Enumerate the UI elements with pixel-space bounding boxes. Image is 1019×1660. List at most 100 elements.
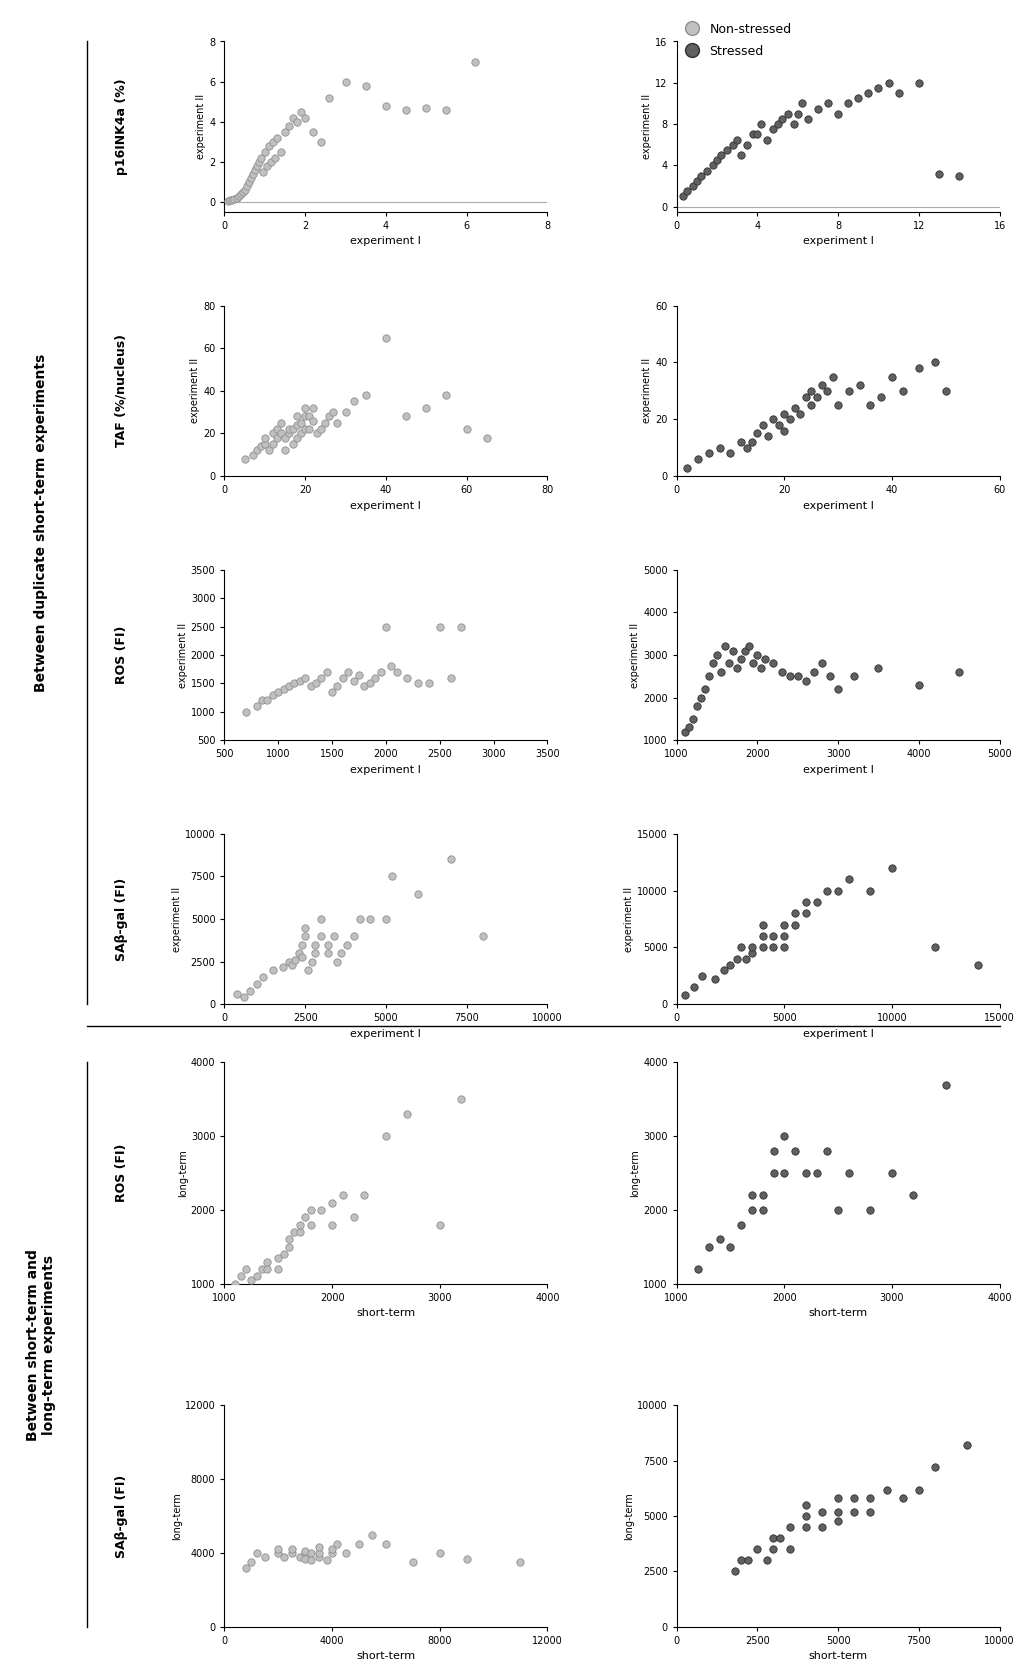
Point [356,672,372,699]
Point [890,80,906,106]
Point [345,1204,362,1230]
Point [362,906,378,933]
X-axis label: short-term: short-term [356,1652,415,1660]
Point [882,364,899,390]
Point [377,324,393,350]
Point [345,388,362,415]
Point [474,923,490,950]
X-axis label: experiment I: experiment I [351,501,421,511]
Point [781,662,797,689]
Point [268,417,284,443]
Point [237,699,254,725]
Point [797,667,813,694]
Point [936,377,953,403]
Point [840,377,856,403]
Point [869,654,886,681]
Point [275,1544,291,1570]
Point [305,395,321,422]
Point [324,1540,340,1567]
Point [377,613,393,639]
Point [758,1547,774,1574]
Point [358,73,374,100]
Point [748,642,764,669]
Point [797,1514,813,1540]
Point [297,1204,313,1230]
Point [254,1255,270,1282]
Point [758,126,774,153]
Point [861,1197,877,1223]
Point [290,940,307,966]
Point [307,931,323,958]
Y-axis label: experiment II: experiment II [190,359,200,423]
Point [352,906,368,933]
Point [292,420,309,447]
Point [243,1549,259,1575]
Point [700,662,716,689]
Point [232,181,249,208]
Point [356,1182,372,1208]
Point [684,173,700,199]
Point [704,651,720,677]
Point [242,978,258,1004]
Point [775,911,792,938]
Point [813,651,829,677]
Point [325,398,341,425]
Point [291,1212,308,1238]
Point [775,1160,792,1187]
Point [802,392,818,418]
Point [829,1507,846,1534]
Point [313,906,329,933]
Point [247,156,263,183]
Point [905,1182,921,1208]
Point [818,377,835,403]
Point [280,113,297,139]
Point [280,1227,297,1253]
Point [829,676,846,702]
Point [291,1218,308,1245]
Point [259,1248,275,1275]
Point [739,131,755,158]
Point [846,1486,862,1512]
Point [245,442,261,468]
Y-axis label: long-term: long-term [171,1492,181,1540]
Point [243,1267,259,1293]
Point [358,382,374,408]
Point [797,383,813,410]
X-axis label: experiment I: experiment I [351,236,421,246]
Point [438,382,454,408]
Point [232,1263,249,1290]
Point [345,923,362,950]
Text: SAβ-gal (FI): SAβ-gal (FI) [114,878,127,961]
Point [418,395,434,422]
Point [337,1540,354,1567]
Point [725,637,741,664]
Point [302,1212,318,1238]
Point [397,403,414,430]
Point [726,1559,742,1585]
Point [792,400,808,427]
Point [326,923,342,950]
Point [255,159,271,186]
Point [317,410,333,437]
Point [319,931,335,958]
Point [926,935,943,961]
Point [754,412,770,438]
Point [259,153,275,179]
Y-axis label: experiment II: experiment II [642,359,652,423]
Point [802,377,818,403]
Point [405,1549,421,1575]
Point [689,1255,705,1282]
Point [297,1545,313,1572]
Point [334,1182,351,1208]
Point [310,1540,326,1567]
Point [950,163,966,189]
Point [851,372,867,398]
Point [410,880,426,906]
Point [797,888,813,915]
Point [721,440,738,466]
Point [894,377,910,403]
Point [700,1233,716,1260]
Point [846,662,862,689]
Point [337,68,354,95]
Point [459,1545,475,1572]
